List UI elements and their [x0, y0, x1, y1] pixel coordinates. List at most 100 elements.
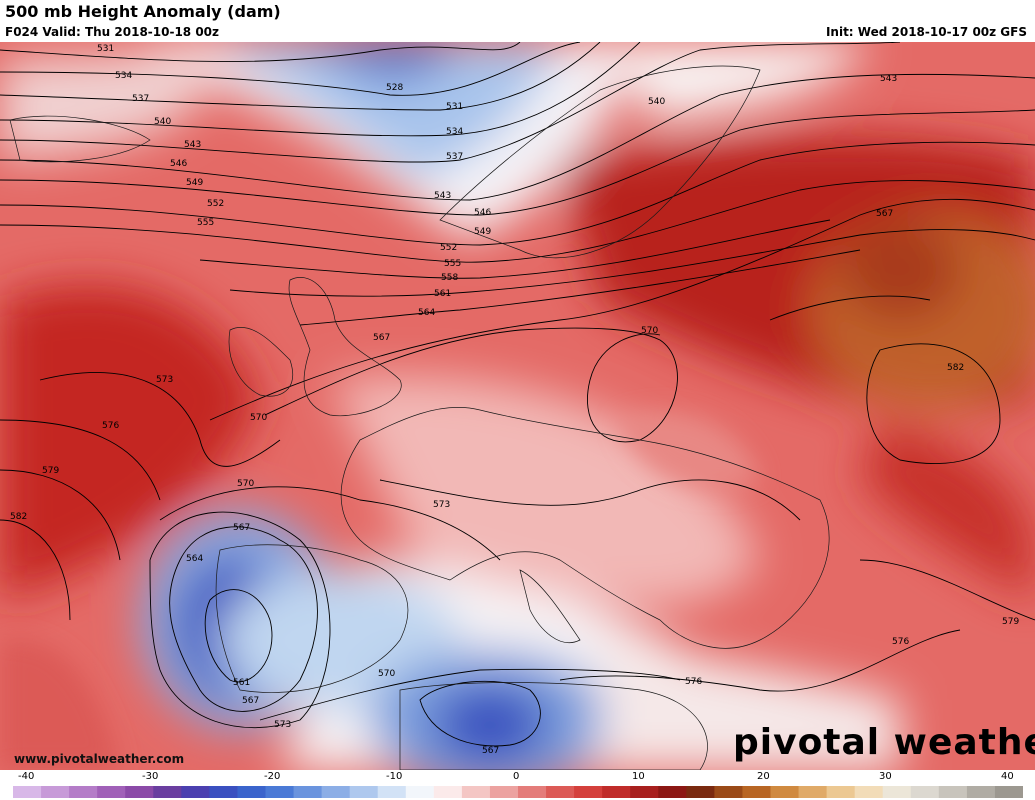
contour-579-se: [859, 559, 1035, 621]
contour-label: 531: [97, 44, 114, 54]
contour-576: [0, 419, 161, 501]
contour-543: [0, 73, 1035, 201]
colorbar-swatch: [433, 786, 463, 798]
contour-label: 579: [42, 466, 59, 476]
contour-label: 534: [446, 127, 463, 137]
contour-label: 543: [434, 191, 451, 201]
scandinavia-coast: [439, 65, 761, 259]
contour-label: 567: [373, 333, 390, 343]
colorbar-tick: -10: [386, 771, 403, 782]
colorbar-swatch: [209, 786, 239, 798]
colorbar-tick: 40: [1001, 771, 1014, 782]
colorbar-tick: -30: [142, 771, 159, 782]
contour-555: [0, 180, 1035, 263]
colorbar-swatch: [181, 786, 210, 798]
contour-label: 534: [115, 71, 132, 81]
contour-label: 546: [170, 159, 187, 169]
colorbar-swatch: [658, 786, 687, 798]
colorbar-tick: 0: [513, 771, 520, 782]
contour-label: 570: [641, 326, 658, 336]
header: 500 mb Height Anomaly (dam) F024 Valid: …: [0, 0, 1035, 42]
italy-coast: [519, 569, 581, 643]
colorbar-swatch: [97, 786, 126, 798]
contour-label: 573: [433, 500, 450, 510]
contour-564: [299, 249, 861, 326]
height-contours: [0, 42, 1035, 747]
contour-label: 546: [474, 208, 491, 218]
colorbar-swatch: [686, 786, 715, 798]
site-url-watermark: www.pivotalweather.com: [14, 752, 185, 766]
contour-label: 552: [207, 199, 224, 209]
init-time: Init: Wed 2018-10-17 00z GFS: [825, 25, 1027, 39]
contour-labels: 531 534 537 540 543 546 549 552 555 528 …: [10, 44, 1019, 756]
colorbar-swatch: [293, 786, 323, 798]
contour-label: 573: [156, 375, 173, 385]
colorbar-swatch: [966, 786, 996, 798]
contour-561: [229, 229, 1035, 297]
contour-label: 576: [102, 421, 119, 431]
ireland-coast: [228, 327, 293, 397]
colorbar-swatch: [125, 786, 154, 798]
contour-label: 570: [250, 413, 267, 423]
contour-label: 555: [197, 218, 214, 228]
contour-528: [0, 42, 581, 96]
colorbar-swatch: [321, 786, 351, 798]
anomaly-detail-shading: [0, 412, 760, 770]
contour-570: [264, 327, 678, 443]
contour-label: 549: [474, 227, 491, 237]
continental-europe-coast: [340, 407, 830, 649]
colorbar-swatch: [882, 786, 912, 798]
contour-label: 576: [685, 677, 702, 687]
colorbar-swatch: [237, 786, 267, 798]
colorbar-swatch: [489, 786, 519, 798]
contour-558: [199, 219, 831, 279]
contour-label: 543: [184, 140, 201, 150]
contour-label: 528: [386, 83, 403, 93]
contour-label: 549: [186, 178, 203, 188]
contour-576-south: [559, 629, 961, 692]
colorbar-swatch: [461, 786, 491, 798]
colorbar-tick: -40: [18, 771, 35, 782]
contour-label: 531: [446, 102, 463, 112]
colorbar-swatch: [770, 786, 800, 798]
contour-540: [0, 42, 901, 163]
colorbar: [13, 786, 1023, 798]
anomaly-shading: [0, 42, 1035, 770]
colorbar-swatch: [377, 786, 407, 798]
contour-label: 558: [441, 273, 458, 283]
colorbar-swatch: [41, 786, 70, 798]
contour-label: 537: [132, 94, 149, 104]
colorbar-swatch: [69, 786, 98, 798]
contour-label: 540: [648, 97, 665, 107]
colorbar-tick: -20: [264, 771, 281, 782]
contour-546: [0, 109, 1035, 216]
colorbar-swatch: [349, 786, 379, 798]
colorbar-tick: 30: [879, 771, 892, 782]
map-title: 500 mb Height Anomaly (dam): [5, 2, 281, 21]
contour-573-south: [259, 668, 681, 721]
contour-582-east: [866, 343, 1001, 465]
contour-label: 579: [1002, 617, 1019, 627]
colorbar-swatch: [714, 786, 744, 798]
contour-582: [0, 519, 71, 621]
colorbar-swatch: [518, 786, 547, 798]
colorbar-swatch: [405, 786, 435, 798]
colorbar-swatch: [742, 786, 772, 798]
contour-531: [0, 42, 521, 62]
contour-573-central: [379, 479, 801, 521]
contour-label: 543: [880, 74, 897, 84]
britain-coast: [288, 277, 402, 417]
contour-label: 564: [418, 308, 435, 318]
contour-570-south: [159, 486, 501, 561]
contour-537: [0, 42, 641, 137]
contour-label: 576: [892, 637, 909, 647]
colorbar-swatch: [630, 786, 659, 798]
colorbar-swatch: [854, 786, 884, 798]
contour-label: 567: [482, 746, 499, 756]
contour-564-low: [169, 526, 318, 712]
north-africa-coast: [399, 682, 708, 770]
contour-label: 570: [237, 479, 254, 489]
contour-label: 573: [274, 720, 291, 730]
colorbar-swatch: [13, 786, 42, 798]
iceland-coast: [9, 115, 151, 163]
